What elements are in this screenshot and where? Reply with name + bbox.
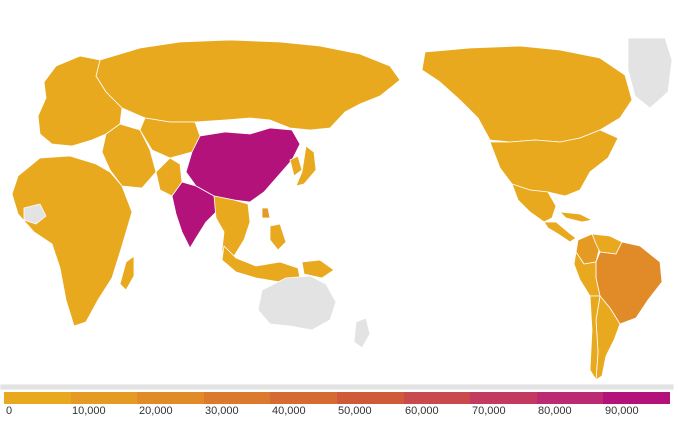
legend-tick-label: 60,000 [405,405,439,417]
region-Greenland [627,37,673,109]
legend-segment [536,392,604,404]
region-Central-America-and-Caribbean[interactable] [543,211,593,243]
region-Philippines[interactable] [269,223,287,251]
legend-segment [137,392,204,404]
legend-tick-label: 30,000 [205,405,239,417]
region-Western-Sahara [23,203,47,225]
legend-color-scale [4,392,670,404]
legend-segment [270,392,337,404]
region-Taiwan[interactable] [261,207,271,219]
region-Mexico[interactable] [511,183,557,223]
region-New-Zealand [353,317,371,349]
world-map [0,37,674,390]
region-Middle-East[interactable] [101,123,157,189]
legend-tick-label: 90,000 [605,405,639,417]
legend-tick-label: 80,000 [538,405,572,417]
legend-tick-label: 70,000 [472,405,506,417]
legend-segment [470,392,537,404]
region-India[interactable] [171,181,219,249]
region-Chile[interactable] [589,295,601,381]
legend-segment [70,392,138,404]
region-Canada[interactable] [421,45,633,143]
legend-segment [603,392,670,404]
region-Japan[interactable] [295,145,317,187]
legend-tick-label: 0 [6,405,13,417]
legend-tick-label: 10,000 [72,405,106,417]
legend-tick-label: 20,000 [139,405,173,417]
legend-tick-labels: 0 10,000 20,000 30,000 40,000 50,000 60,… [4,405,670,421]
region-Antarctica [0,383,674,390]
legend-tick-label: 40,000 [272,405,306,417]
region-Madagascar[interactable] [119,255,135,291]
region-Papua-New-Guinea[interactable] [301,259,335,279]
region-Australia [257,275,337,331]
legend-segment [403,392,471,404]
legend-segment [4,392,71,404]
legend-tick-label: 50,000 [338,405,372,417]
legend-segment [336,392,404,404]
region-Europe[interactable] [37,55,123,147]
legend-segment [203,392,271,404]
region-Russia[interactable] [95,39,401,131]
region-Africa[interactable] [11,155,133,327]
region-Korea[interactable] [289,155,303,177]
